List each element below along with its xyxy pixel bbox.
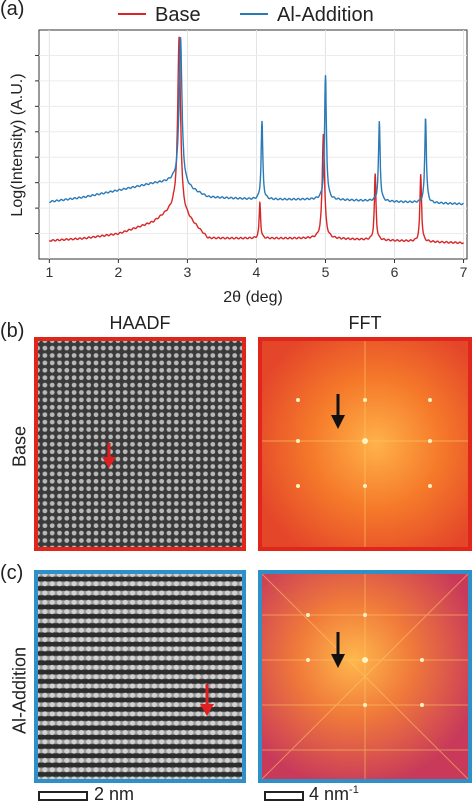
x-tick-label: 2: [114, 264, 122, 280]
fft-image-base: [258, 337, 472, 551]
haadf-image-base: [34, 337, 246, 551]
x-tick-label: 6: [391, 264, 399, 280]
legend: Base Al-Addition: [118, 4, 374, 26]
y-axis-ticks: [35, 54, 39, 235]
x-axis-ticks: 1 2 3 4 5 6 7: [45, 259, 468, 280]
panel-label-b: (b): [0, 320, 25, 342]
x-tick-label: 7: [460, 264, 468, 280]
x-tick-label: 3: [184, 264, 192, 280]
frame-al-fft: [258, 570, 472, 783]
arrow-fft-al: [331, 632, 345, 668]
x-tick-label: 1: [45, 264, 53, 280]
grid: [39, 30, 467, 259]
arrow-haadf-base: [102, 443, 116, 468]
frame-al-haadf: [34, 570, 246, 783]
xrd-chart: Base Al-Addition 1 2 3 4 5 6 7 2θ (deg) Log(In…: [9, 4, 468, 306]
x-tick-label: 5: [322, 264, 330, 280]
scale-label-real: 2 nm: [94, 784, 135, 804]
row-header-base: Base: [9, 425, 30, 468]
y-axis-label: Log(Intensity) (A.U.): [9, 73, 26, 216]
arrow-fft-base: [331, 394, 345, 429]
panel-label-c: (c): [0, 562, 24, 584]
row-header-al-addition: Al-Addition: [9, 646, 30, 735]
scale-bar-reciprocal: [264, 791, 304, 801]
series-group: [48, 36, 465, 245]
legend-label-base: Base: [155, 4, 201, 26]
scale-label-reciprocal-value: 4 nm: [309, 784, 350, 804]
x-tick-label: 4: [253, 264, 261, 280]
scale-bar-real: [38, 791, 88, 801]
series-line-base: [48, 36, 465, 245]
column-header-fft: FFT: [348, 313, 382, 333]
frame-base-haadf: [34, 337, 246, 551]
frame-base-fft: [258, 337, 472, 551]
fft-image-al-addition: [258, 570, 472, 783]
scale-label-reciprocal: 4 nm-1: [309, 784, 359, 805]
scale-label-reciprocal-exp: -1: [349, 784, 359, 796]
column-header-haadf: HAADF: [109, 313, 171, 333]
legend-label-al: Al-Addition: [277, 4, 374, 26]
x-axis-label: 2θ (deg): [223, 289, 283, 306]
haadf-image-al-addition: [34, 570, 246, 783]
plot-area: [38, 29, 468, 260]
series-line-al-addition: [48, 37, 464, 206]
arrow-haadf-al: [200, 684, 214, 716]
panel-label-a: (a): [0, 0, 25, 20]
